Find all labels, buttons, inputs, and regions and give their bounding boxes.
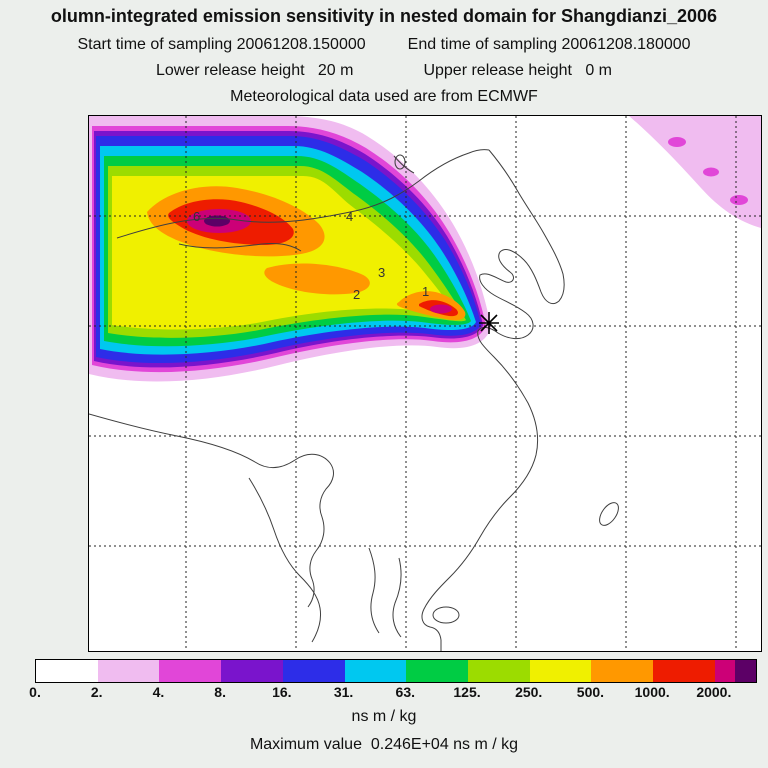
colorbar-tick-label: 250. bbox=[515, 684, 543, 700]
trajectory-label-6: 6 bbox=[193, 209, 200, 224]
colorbar-tick-label: 31. bbox=[333, 684, 354, 700]
colorbar-units: ns m / kg bbox=[351, 708, 417, 725]
colorbar-segment bbox=[653, 660, 715, 682]
sampling-times-row: Start time of sampling 20061208.150000 E… bbox=[0, 36, 768, 54]
colorbar-segment bbox=[714, 660, 736, 682]
colorbar-segment bbox=[282, 660, 345, 682]
map-panel: 1 2 3 4 6 bbox=[88, 115, 762, 652]
trajectory-label-2: 2 bbox=[353, 287, 360, 302]
colorbar-segment bbox=[468, 660, 530, 682]
colorbar-segment bbox=[591, 660, 654, 682]
island-hainan bbox=[432, 606, 460, 624]
borders-indochina bbox=[368, 547, 402, 638]
lake-northeast bbox=[394, 154, 406, 170]
station-marker-star bbox=[479, 312, 499, 334]
max-value-text: Maximum value 0.246E+04 ns m / kg bbox=[249, 736, 519, 753]
release-heights-row: Lower release height 20 m Upper release … bbox=[0, 62, 768, 80]
colorbar-tick-label: 63. bbox=[395, 684, 416, 700]
start-time-text: Start time of sampling 20061208.150000 bbox=[77, 36, 366, 53]
colorbar-segment bbox=[406, 660, 469, 682]
colorbar-tick-label: 500. bbox=[576, 684, 605, 700]
grid-lines bbox=[89, 116, 761, 651]
colorbar bbox=[35, 659, 757, 683]
colorbar-segment bbox=[97, 660, 160, 682]
upper-release-text: Upper release height 0 m bbox=[423, 62, 612, 79]
plume-speck-magenta-ne-2 bbox=[703, 167, 719, 177]
colorbar-tick-label: 2000. bbox=[696, 684, 732, 700]
colorbar-segment bbox=[344, 660, 407, 682]
island-taiwan bbox=[599, 502, 619, 526]
figure-title: olumn-integrated emission sensitivity in… bbox=[50, 6, 718, 26]
colorbar-segment bbox=[529, 660, 592, 682]
met-data-text: Meteorological data used are from ECMWF bbox=[230, 88, 538, 105]
colorbar-tick-label: 125. bbox=[453, 684, 481, 700]
trajectory-label-4: 4 bbox=[346, 209, 353, 224]
colorbar-tick-label: 8. bbox=[214, 684, 226, 700]
border-himalaya-myanmar bbox=[89, 413, 334, 608]
plume-speck-magenta-ne-3 bbox=[730, 195, 748, 205]
border-mongolia bbox=[116, 149, 490, 239]
colorbar-segment bbox=[735, 660, 757, 682]
lower-release-text: Lower release height 20 m bbox=[156, 62, 354, 79]
colorbar-tick-label: 2. bbox=[90, 684, 103, 700]
colorbar-segment bbox=[36, 660, 98, 682]
trajectory-label-3: 3 bbox=[378, 265, 385, 280]
trajectory-labels: 1 2 3 4 6 bbox=[193, 209, 429, 302]
colorbar-tick-label: 4. bbox=[152, 684, 165, 700]
colorbar-tick-label: 0. bbox=[29, 684, 41, 700]
colorbar-segment bbox=[221, 660, 283, 682]
plume-spot-crimson-tail bbox=[430, 304, 452, 314]
coastline-east-asia bbox=[421, 149, 565, 651]
plume-patch-pink-northeast bbox=[629, 116, 761, 228]
coastlines bbox=[89, 149, 619, 651]
border-inner bbox=[178, 243, 302, 252]
colorbar-tick-label: 1000. bbox=[634, 684, 670, 700]
trajectory-label-1: 1 bbox=[422, 284, 429, 299]
map-svg: 1 2 3 4 6 bbox=[89, 116, 761, 651]
plume-spot-dark-core bbox=[204, 215, 230, 227]
border-northeast bbox=[393, 155, 415, 174]
colorbar-tick-label: 16. bbox=[272, 684, 292, 700]
plume-blob-orange-mid bbox=[264, 263, 370, 295]
colorbar-segment bbox=[159, 660, 222, 682]
coast-bay-of-bengal bbox=[248, 477, 321, 643]
end-time-text: End time of sampling 20061208.180000 bbox=[407, 36, 691, 53]
plume-speck-magenta-ne-1 bbox=[668, 137, 686, 147]
plume-layers bbox=[89, 116, 761, 382]
colorbar-ticks: 0. 2. 4. 8. 16. 31. 63. 125. 250. 500. 1000. 2000. bbox=[29, 684, 755, 702]
